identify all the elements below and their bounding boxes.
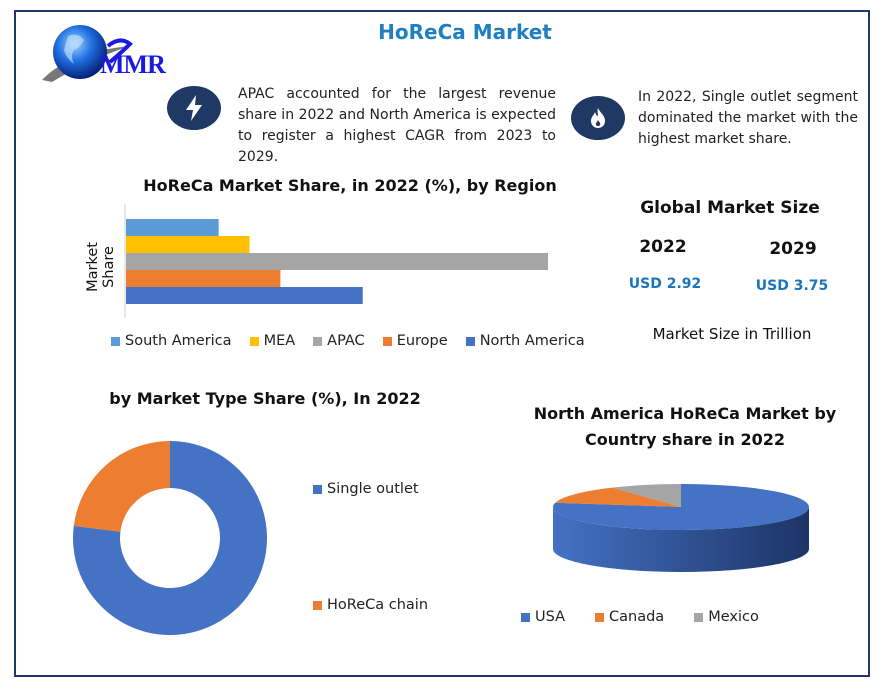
pie-side-usa [553, 507, 809, 572]
legend-item: Mexico [694, 609, 759, 625]
pie-chart-title: North America HoReCa Market by Country s… [520, 401, 850, 453]
lightning-icon [167, 86, 221, 130]
legend-item: MEA [249, 333, 296, 349]
legend-item: South America [111, 333, 232, 349]
legend-item: APAC [313, 333, 365, 349]
legend-swatch [249, 336, 259, 346]
legend-label: Europe [396, 333, 448, 349]
legend-item: North America [465, 333, 585, 349]
legend-label: MEA [263, 333, 296, 349]
legend-swatch [465, 336, 475, 346]
legend-swatch [382, 336, 392, 346]
bar-europe [126, 270, 281, 287]
bar-south-america [126, 219, 219, 236]
legend-swatch [694, 612, 704, 622]
pie-chart [553, 484, 809, 572]
page-title: HoReCa Market [378, 20, 552, 44]
legend-label: Single outlet [327, 481, 419, 497]
legend-single-outlet: Single outlet [313, 481, 419, 497]
logo-text: MMR [100, 50, 166, 79]
legend-label: Mexico [708, 609, 759, 625]
note-single-outlet: In 2022, Single outlet segment dominated… [638, 89, 858, 147]
legend-label: USA [535, 609, 566, 625]
legend-swatch [595, 612, 605, 622]
legend-swatch [313, 600, 322, 610]
note-apac: APAC accounted for the largest revenue s… [238, 86, 556, 165]
infographic-frame [14, 10, 870, 677]
legend-swatch [313, 484, 322, 494]
pie-title-line: Country share in 2022 [584, 430, 786, 449]
mmr-logo [38, 22, 188, 86]
value-2022: USD 2.92 [628, 276, 702, 292]
market-size-unit: Market Size in Trillion [652, 325, 812, 343]
market-size-title: Global Market Size [640, 198, 820, 218]
legend-label: APAC [327, 333, 365, 349]
pie-slice-mexico [612, 484, 681, 507]
bar-chart [124, 204, 548, 318]
bar-chart-title: HoReCa Market Share, in 2022 (%), by Reg… [143, 176, 557, 195]
legend-swatch [111, 336, 120, 346]
legend-horeca-chain: HoReCa chain [313, 597, 428, 613]
bar-chart-legend: South America MEA APAC Europe North America [111, 333, 585, 349]
donut-slice-single-outlet [73, 441, 267, 635]
globe-icon [42, 25, 133, 82]
legend-item: Canada [595, 609, 664, 625]
bar-north-america [126, 287, 363, 304]
donut-chart-title: by Market Type Share (%), In 2022 [109, 389, 421, 408]
legend-label: South America [125, 333, 232, 349]
flame-icon [571, 96, 625, 140]
donut-slice-horeca-chain [73, 441, 170, 532]
bar-mea [126, 236, 250, 253]
year-2022: 2022 [639, 237, 687, 257]
legend-label: Canada [609, 609, 665, 625]
year-2029: 2029 [769, 239, 817, 259]
bar-chart-ylabel: Market Share [85, 242, 117, 292]
donut-chart [73, 441, 267, 635]
bar-apac [126, 253, 548, 270]
legend-label: North America [479, 333, 585, 349]
pie-slice-canada [555, 487, 681, 507]
legend-label: HoReCa chain [327, 597, 429, 613]
legend-swatch [313, 336, 323, 346]
pie-chart-legend: USA Canada Mexico [521, 609, 759, 625]
legend-swatch [521, 612, 530, 622]
pie-title-line: North America HoReCa Market by [533, 404, 837, 423]
legend-item: USA [521, 609, 565, 625]
legend-item: Europe [382, 333, 448, 349]
value-2029: USD 3.75 [755, 278, 829, 294]
